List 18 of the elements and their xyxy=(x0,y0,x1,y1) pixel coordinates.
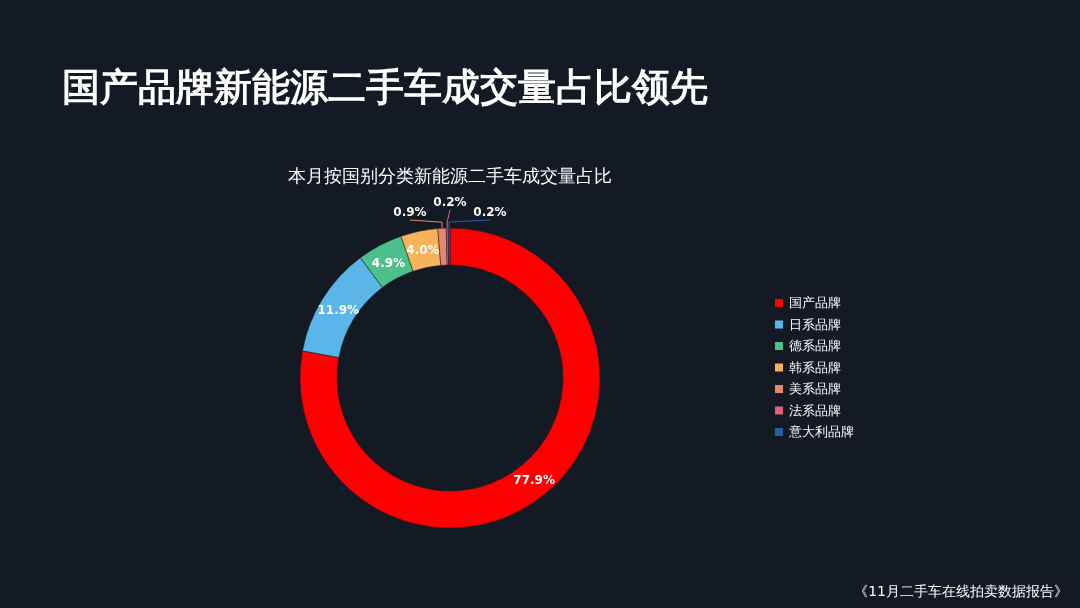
data-label: 4.9% xyxy=(371,255,406,270)
data-label: 0.2% xyxy=(473,205,507,219)
data-label: 0.2% xyxy=(433,195,467,209)
data-label: 4.0% xyxy=(406,243,440,258)
legend-label: 韩系品牌 xyxy=(789,359,841,375)
chart-subtitle: 本月按国别分类新能源二手车成交量占比 xyxy=(288,165,612,186)
legend-label: 法系品牌 xyxy=(789,402,841,418)
data-label: 77.9% xyxy=(513,473,555,488)
legend-label: 德系品牌 xyxy=(789,338,841,353)
data-label: 0.9% xyxy=(393,205,427,219)
legend-label: 意大利品牌 xyxy=(788,424,854,439)
text: 《11月二手车在线拍卖数据报告》 xyxy=(854,583,1068,599)
legend-label: 美系品牌 xyxy=(789,381,841,396)
legend-label: 日系品牌 xyxy=(789,316,841,332)
legend-label: 国产品牌 xyxy=(789,295,841,310)
chart-title: 国产品牌新能源二手车成交量占比领先 xyxy=(62,65,708,109)
donut-slice xyxy=(299,227,601,529)
data-label: 11.9% xyxy=(317,302,360,317)
